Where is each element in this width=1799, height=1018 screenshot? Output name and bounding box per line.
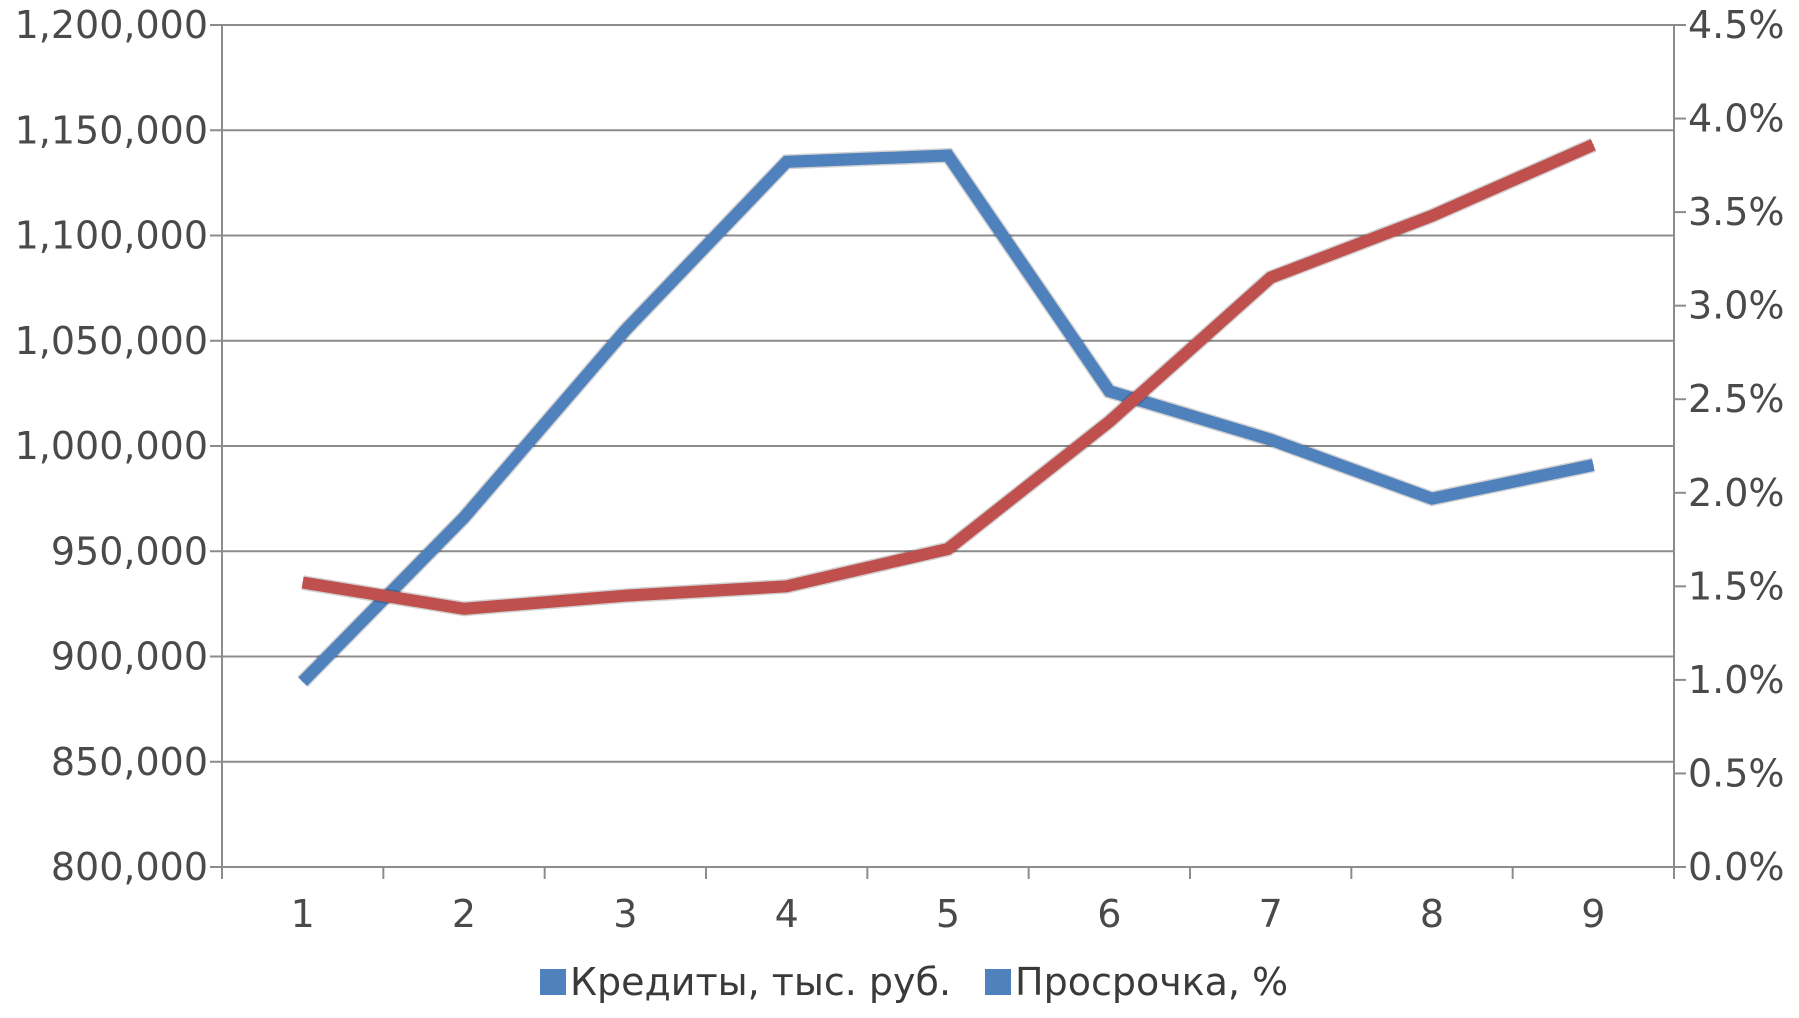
series-point xyxy=(1592,464,1594,466)
series-point xyxy=(624,595,626,597)
y-right-tick-label: 4.5% xyxy=(1688,3,1785,47)
y-right-tick-label: 3.0% xyxy=(1688,284,1785,328)
x-tick-label: 7 xyxy=(1259,892,1283,936)
y-left-tick-label: 800,000 xyxy=(51,845,208,889)
series-point xyxy=(463,517,465,519)
y-left-tick-label: 950,000 xyxy=(51,529,208,573)
legend-label: Просрочка, % xyxy=(1015,960,1288,1004)
y-left-tick-label: 1,150,000 xyxy=(15,108,208,152)
y-right-tick-label: 1.5% xyxy=(1688,564,1785,608)
series-point xyxy=(1108,421,1110,423)
y-left-tick-label: 1,200,000 xyxy=(15,3,208,47)
x-tick-label: 3 xyxy=(613,892,637,936)
series-point xyxy=(302,582,304,584)
legend: Кредиты, тыс. руб. Просрочка, % xyxy=(540,960,1288,1004)
series-point xyxy=(463,608,465,610)
series-point xyxy=(1431,215,1433,217)
series-1 xyxy=(297,147,1595,688)
series-point xyxy=(624,329,626,331)
y-left-tick-label: 1,000,000 xyxy=(15,424,208,468)
x-tick-label: 1 xyxy=(291,892,315,936)
series-point xyxy=(947,155,949,157)
series-2 xyxy=(301,137,1597,617)
y-right-tick-label: 2.0% xyxy=(1688,471,1785,515)
y-right-tick-label: 1.0% xyxy=(1688,658,1785,702)
y-left-tick-label: 1,100,000 xyxy=(15,214,208,258)
y-right-tick-label: 2.5% xyxy=(1688,377,1785,421)
y-left-tick-label: 850,000 xyxy=(51,740,208,784)
y-right-tick-label: 4.0% xyxy=(1688,97,1785,141)
x-tick-label: 6 xyxy=(1097,892,1121,936)
series-point xyxy=(1592,144,1594,146)
series-point xyxy=(786,161,788,163)
series-line-shadow xyxy=(301,137,1597,617)
series-point xyxy=(786,585,788,587)
y-left-tick-label: 900,000 xyxy=(51,635,208,679)
series-line xyxy=(301,139,1596,615)
legend-swatch xyxy=(540,969,566,995)
x-tick-label: 4 xyxy=(775,892,799,936)
y-right-tick-label: 0.5% xyxy=(1688,751,1785,795)
series-lines xyxy=(297,137,1597,688)
y-right-tick-label: 0.0% xyxy=(1688,845,1785,889)
series-point xyxy=(1108,390,1110,392)
legend-item: Просрочка, % xyxy=(985,960,1288,1004)
x-tick-label: 5 xyxy=(936,892,960,936)
legend-item: Кредиты, тыс. руб. xyxy=(540,960,951,1004)
series-point xyxy=(947,548,949,550)
y-left-tick-label: 1,050,000 xyxy=(15,319,208,363)
x-tick-label: 9 xyxy=(1581,892,1605,936)
series-point xyxy=(1270,277,1272,279)
y-right-tick-label: 3.5% xyxy=(1688,190,1785,234)
series-point xyxy=(1270,439,1272,441)
x-tick-label: 8 xyxy=(1420,892,1444,936)
legend-swatch xyxy=(985,969,1011,995)
gridlines xyxy=(222,24,1674,868)
series-point xyxy=(302,681,304,683)
axes: 800,000 850,000 900,000 950,000 1,000,000 1,0… xyxy=(15,3,1785,936)
series-point xyxy=(1431,498,1433,500)
x-tick-label: 2 xyxy=(452,892,476,936)
legend-label: Кредиты, тыс. руб. xyxy=(570,960,951,1004)
